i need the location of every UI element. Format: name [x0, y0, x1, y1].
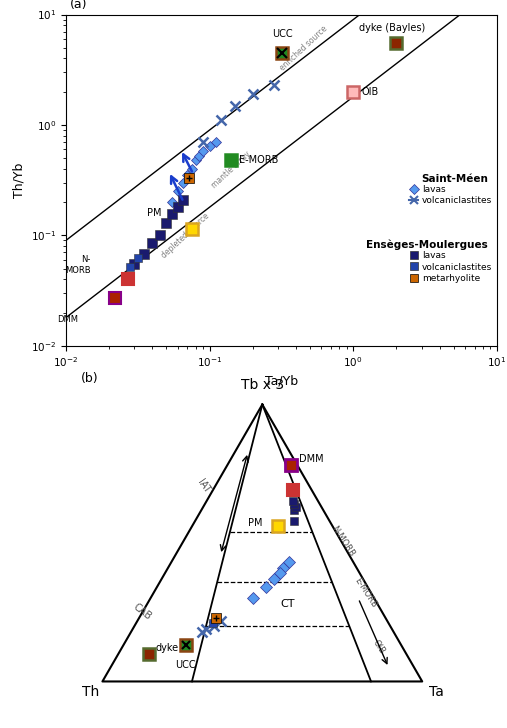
Text: dyke (Bayles): dyke (Bayles): [359, 23, 425, 33]
Text: PM: PM: [147, 208, 162, 218]
Text: OIB: OIB: [371, 638, 387, 656]
Text: CAB: CAB: [131, 601, 153, 622]
Text: Tb x 3: Tb x 3: [241, 378, 284, 392]
Text: (a): (a): [70, 0, 88, 11]
Text: IAT: IAT: [196, 478, 212, 496]
Text: (b): (b): [81, 371, 98, 384]
Legend: lavas, volcaniclastites, metarhyolite: lavas, volcaniclastites, metarhyolite: [410, 251, 492, 283]
Text: dyke: dyke: [155, 643, 178, 652]
Text: enriched source: enriched source: [278, 24, 329, 72]
Y-axis label: Th/Yb: Th/Yb: [12, 162, 25, 198]
Text: N-MORB: N-MORB: [329, 524, 356, 558]
X-axis label: Ta/Yb: Ta/Yb: [265, 375, 298, 388]
Text: UCC: UCC: [272, 28, 293, 39]
Text: DMM: DMM: [299, 454, 323, 464]
Text: PM: PM: [248, 518, 262, 529]
Text: N-
MORB: N- MORB: [65, 256, 91, 274]
Text: Saint-Méen: Saint-Méen: [421, 173, 488, 183]
Text: UCC: UCC: [175, 660, 196, 670]
Text: E-MORB: E-MORB: [239, 155, 279, 165]
Text: Th: Th: [82, 684, 99, 699]
Text: OIB: OIB: [362, 87, 379, 97]
Text: Ensèges-Moulergues: Ensèges-Moulergues: [367, 240, 488, 250]
Text: DMM: DMM: [57, 315, 78, 324]
Text: depleted source: depleted source: [160, 211, 211, 260]
Text: CT: CT: [280, 598, 295, 609]
Text: Ta: Ta: [428, 684, 444, 699]
Text: E-MORB: E-MORB: [352, 577, 378, 609]
Text: mantle array: mantle array: [209, 149, 252, 189]
